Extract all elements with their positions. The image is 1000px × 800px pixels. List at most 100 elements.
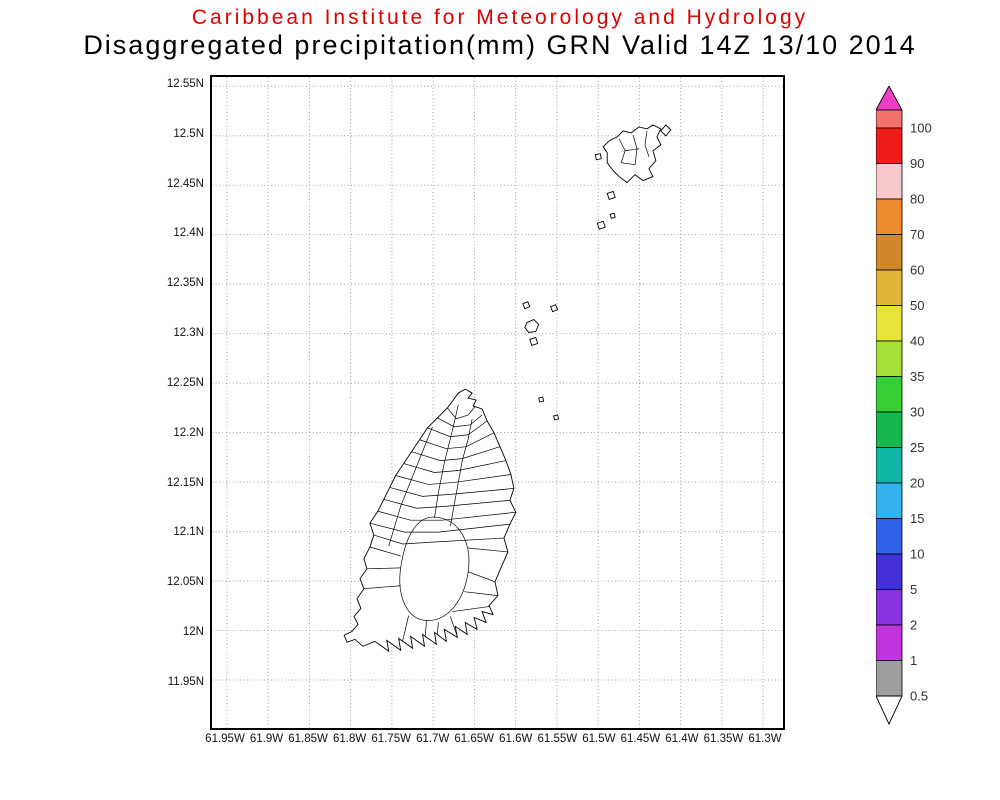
lat-tick-label: 12.3N	[173, 327, 204, 340]
grenada-watersheds	[363, 404, 516, 650]
lat-tick-label: 12.35N	[166, 277, 204, 290]
colorbar-tick-label: 15	[910, 511, 924, 526]
watershed-ridge	[434, 404, 459, 519]
colorbar-tick-label: 90	[910, 156, 924, 171]
lon-tick-label: 61.75W	[371, 733, 411, 745]
lat-tick-label: 12N	[182, 626, 204, 639]
carriacou-island	[602, 124, 662, 184]
watershed-line	[395, 474, 511, 485]
petite-martinique-islet	[660, 124, 672, 137]
colorbar-segment	[875, 376, 903, 413]
lon-tick-label: 61.5W	[582, 733, 616, 745]
colorbar-segment	[875, 411, 903, 448]
carriacou-outline	[602, 124, 662, 184]
colorbar-segment	[875, 234, 903, 271]
colorbar-segment	[875, 269, 903, 306]
colorbar-tick-label: 1	[910, 653, 917, 668]
lon-tick-label: 61.85W	[288, 733, 328, 745]
grid-lines	[212, 77, 783, 728]
watershed-line	[377, 510, 516, 521]
islet	[596, 220, 606, 230]
colorbar-arrow	[875, 85, 903, 111]
watershed-line	[450, 616, 458, 637]
islet	[529, 336, 539, 346]
lon-tick-label: 61.35W	[703, 733, 744, 745]
lon-tick-label: 61.9W	[249, 733, 284, 745]
title-product: Disaggregated precipitation(mm) GRN Vali…	[83, 30, 917, 60]
colorbar-segment	[875, 589, 903, 626]
colorbar-segment	[875, 624, 903, 661]
lat-tick-label: 12.2N	[173, 426, 204, 439]
lon-tick-label: 61.8W	[332, 733, 367, 745]
title-institute: Caribbean Institute for Meteorology and …	[191, 6, 809, 29]
colorbar-tick-label: 70	[910, 227, 924, 242]
islet	[553, 414, 560, 421]
lon-tick-label: 61.95W	[205, 733, 245, 745]
islet	[594, 153, 602, 161]
colorbar-svg: 100 90 80 70 60 50 40 35 30 25 20 15 10 5 2 1 0.5	[875, 85, 932, 726]
colorbar-tick-label: 2	[910, 618, 917, 633]
grenada-island	[343, 388, 517, 653]
colorbar-tick-label: 10	[910, 547, 924, 562]
watershed-line	[411, 446, 501, 461]
lat-tick-label: 12.4N	[173, 227, 204, 240]
colorbar-segment	[875, 305, 903, 342]
lon-tick-label: 61.45W	[620, 733, 661, 745]
precip-colorbar: 100 90 80 70 60 50 40 35 30 25 20 15 10 5 2 1 0.5	[875, 85, 956, 737]
lon-tick-label: 61.55W	[537, 733, 578, 745]
colorbar-tick-label: 50	[910, 298, 924, 313]
colorbar-segment	[875, 198, 903, 235]
colorbar-segment	[875, 553, 903, 590]
watershed-line	[369, 546, 401, 557]
colorbar-segment	[875, 660, 903, 697]
colorbar-tick-label: 0.5	[910, 689, 928, 704]
colorbar-tick-label: 30	[910, 405, 924, 420]
islet	[550, 304, 559, 313]
watershed-ridge	[388, 426, 433, 547]
watershed-line	[369, 522, 510, 533]
watershed-line	[625, 148, 640, 152]
lat-tick-label: 11.95N	[167, 675, 204, 688]
colorbar-tick-label: 25	[910, 440, 924, 455]
watershed-line	[621, 162, 636, 166]
watershed-line	[447, 404, 477, 420]
lon-tick-label: 61.65W	[454, 733, 495, 745]
ronde-islet	[524, 319, 540, 333]
colorbar-arrow	[875, 695, 903, 726]
lat-tick-label: 12.15N	[166, 476, 204, 489]
watershed-line	[366, 567, 401, 570]
colorbar-tick-label: 40	[910, 334, 924, 349]
islet	[522, 301, 531, 310]
colorbar-tick-label: 20	[910, 476, 924, 491]
watershed-line	[403, 460, 507, 473]
colorbar-tick-label: 100	[910, 121, 932, 136]
lat-tick-label: 12.1N	[173, 526, 204, 539]
lon-tick-label: 61.6W	[499, 733, 533, 745]
lat-tick-label: 12.45N	[166, 177, 204, 190]
lat-tick-label: 12.05N	[166, 576, 204, 589]
watershed-line	[437, 414, 483, 428]
lat-tick-label: 12.5N	[173, 127, 204, 140]
watershed-line	[373, 534, 504, 545]
watershed-basin	[399, 516, 470, 621]
colorbar-tick-label: 5	[910, 582, 917, 597]
colorbar-segment	[875, 518, 903, 555]
colorbar-segment	[875, 340, 903, 377]
watershed-line	[383, 498, 510, 509]
colorbar-tick-label: 80	[910, 192, 924, 207]
colorbar-tick-label: 35	[910, 369, 924, 384]
watershed-line	[427, 420, 488, 438]
colorbar-segment	[875, 109, 903, 129]
watershed-line	[452, 606, 490, 612]
colorbar-segment	[875, 447, 903, 484]
watershed-line	[363, 585, 401, 590]
lat-tick-label: 12.55N	[166, 78, 204, 90]
watershed-ridge	[449, 418, 473, 527]
islet	[606, 190, 616, 200]
watershed-line	[468, 547, 508, 553]
islet	[538, 396, 545, 403]
colorbar-segment	[875, 482, 903, 519]
islet	[609, 212, 616, 219]
colorbar-tick-label: 60	[910, 263, 924, 278]
